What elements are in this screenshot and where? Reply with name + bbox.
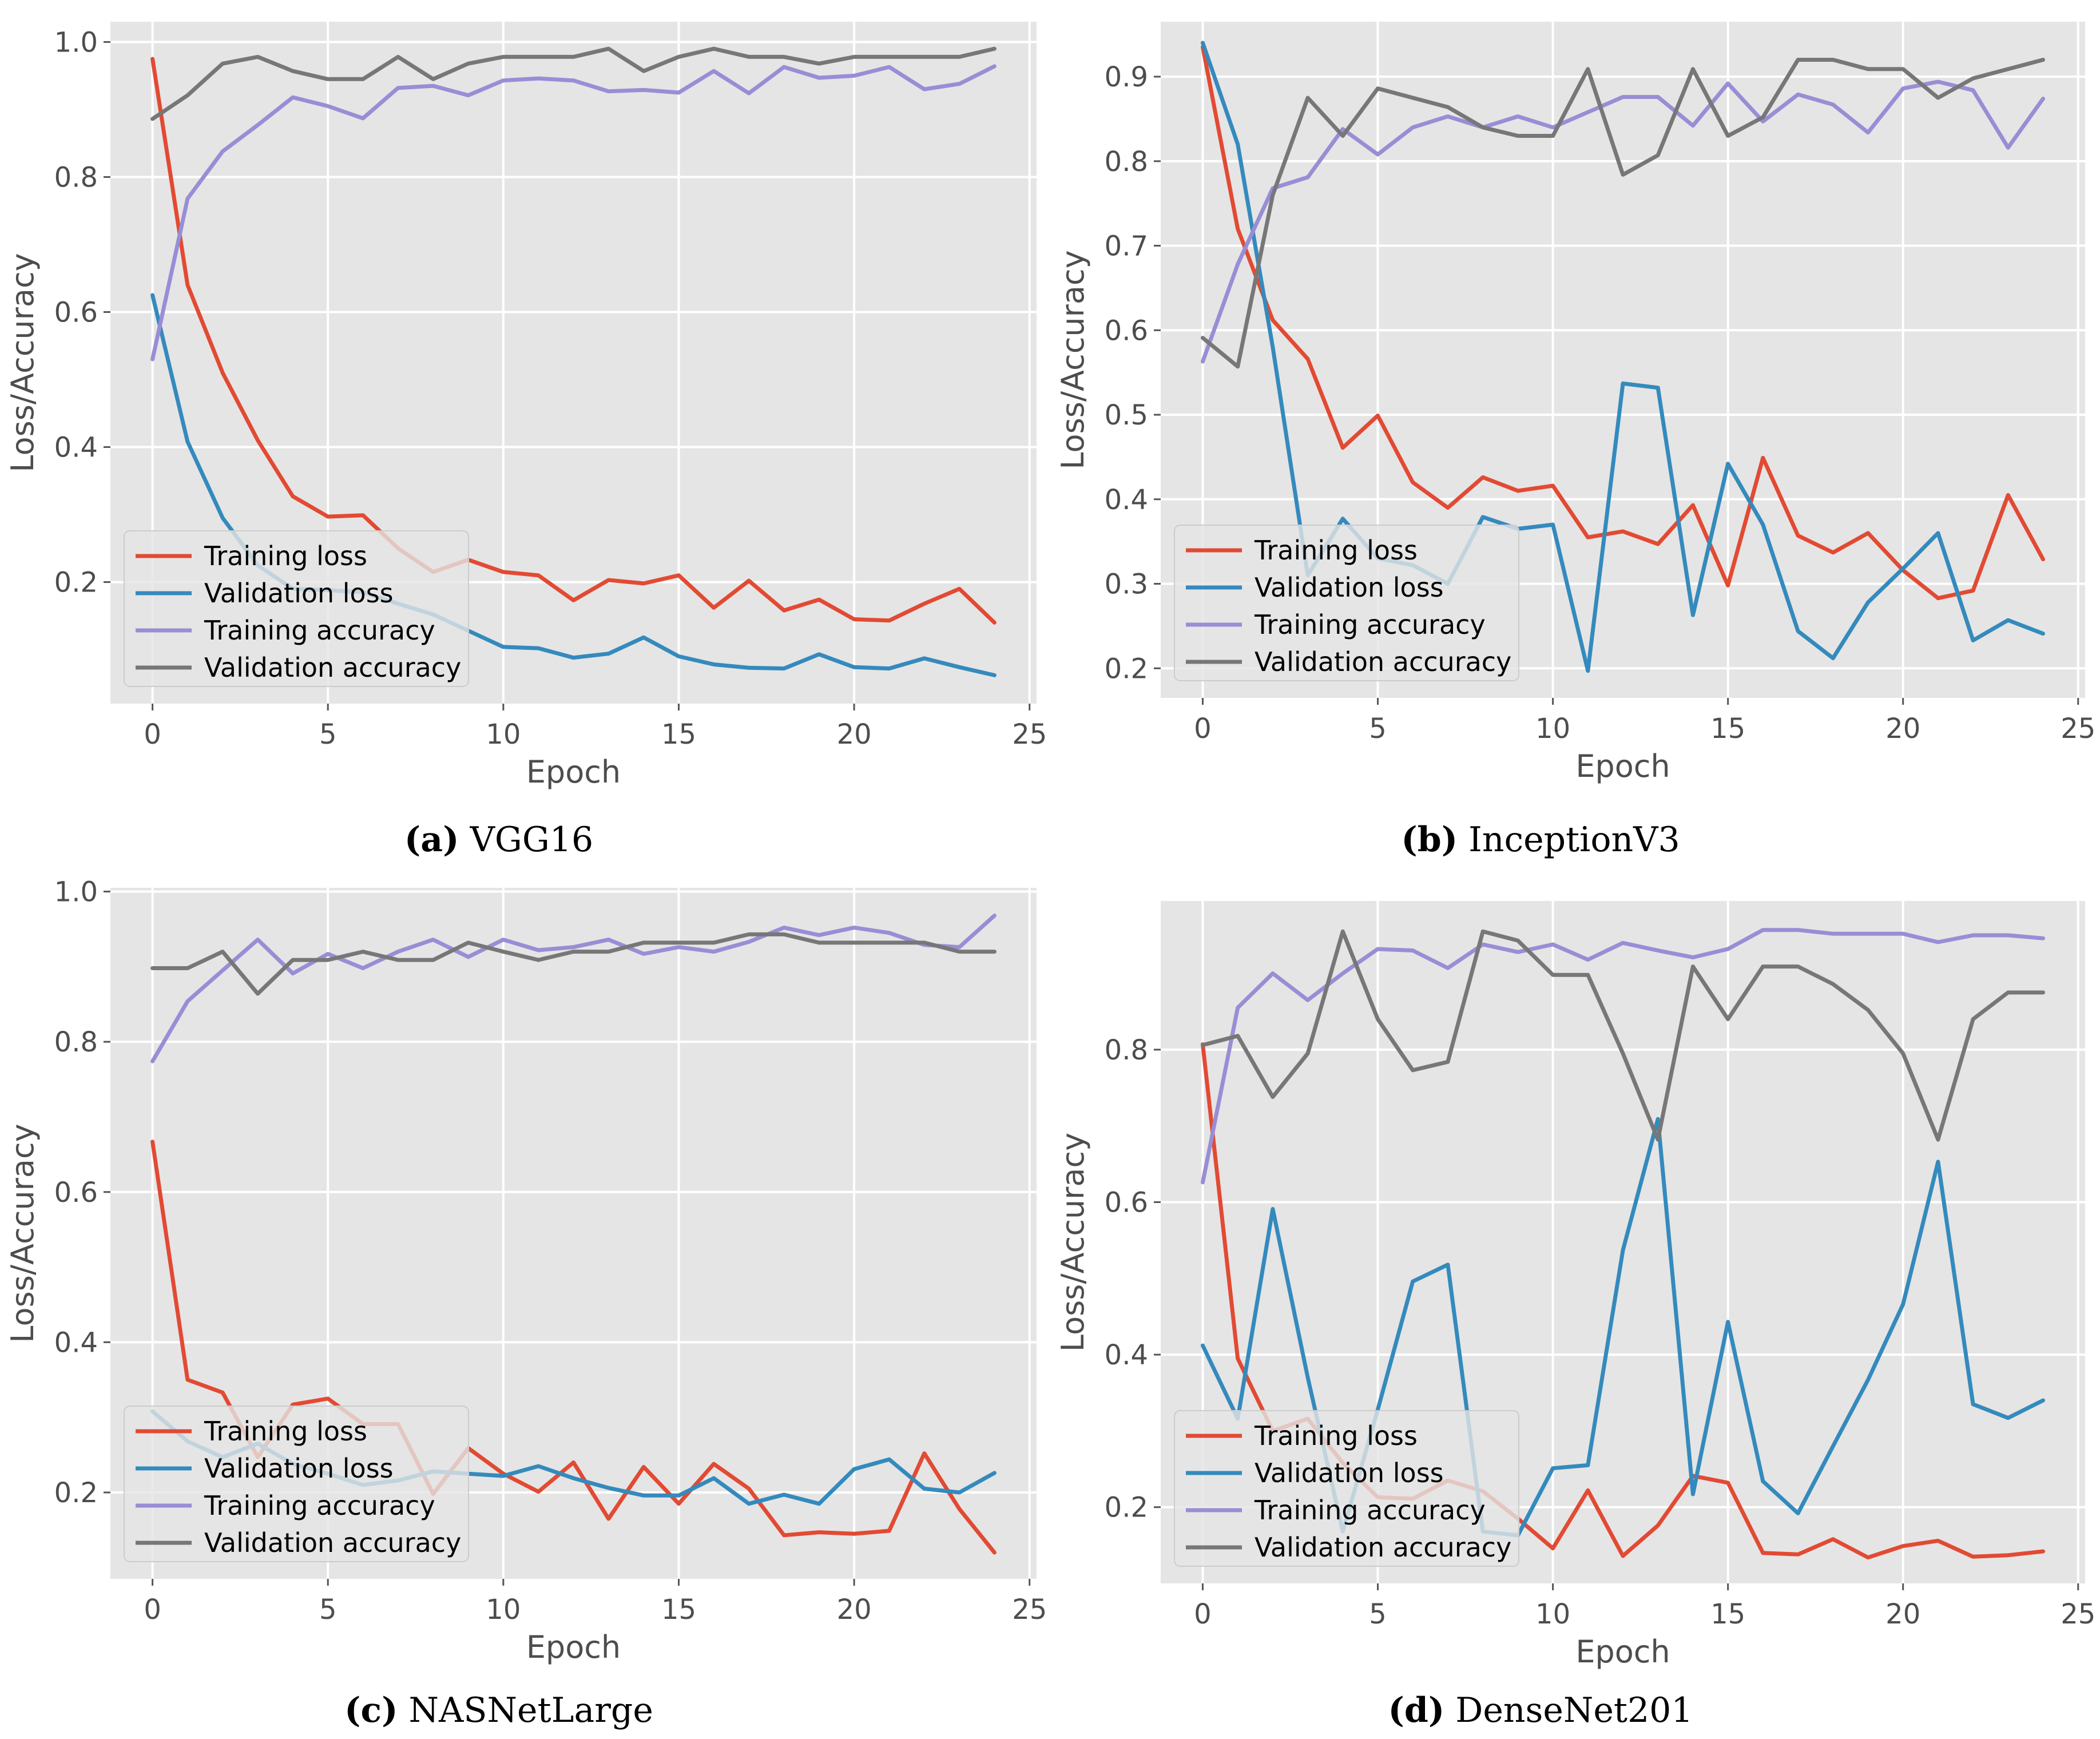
caption-letter: (d) <box>1388 1690 1444 1730</box>
y-tick-label: 0.7 <box>1105 231 1148 263</box>
panel-caption: (b) InceptionV3 <box>1401 820 1680 860</box>
y-tick-label: 0.2 <box>54 567 98 599</box>
x-tick-label: 0 <box>144 1594 161 1626</box>
legend-label: Training loss <box>1254 535 1418 566</box>
x-tick-label: 0 <box>144 718 161 751</box>
legend-label: Validation accuracy <box>204 652 461 683</box>
x-tick-label: 10 <box>1535 1598 1570 1630</box>
legend-label: Training loss <box>204 1416 367 1447</box>
x-tick-label: 0 <box>1194 713 1212 745</box>
x-tick-label: 10 <box>486 1594 521 1626</box>
legend-label: Training loss <box>204 541 367 571</box>
y-tick-label: 0.4 <box>1105 1339 1148 1371</box>
figure: 0 5 10 15 20 25 0.2 0.4 0.6 0.8 1.0 Epoch Loss/Accur… <box>0 0 2100 1739</box>
x-tick-label: 20 <box>837 718 872 751</box>
caption-model-name: InceptionV3 <box>1458 820 1680 860</box>
y-tick-label: 0.6 <box>1105 1187 1148 1219</box>
legend: Training loss Validation loss Training acc… <box>124 1406 469 1562</box>
y-tick-label: 0.2 <box>1105 653 1148 685</box>
legend-label: Validation loss <box>1255 1458 1444 1488</box>
x-tick-label: 25 <box>2061 713 2095 745</box>
x-tick-label: 15 <box>1710 1598 1745 1630</box>
legend-label: Training accuracy <box>1254 1495 1486 1526</box>
caption-model-name: VGG16 <box>459 820 594 860</box>
y-tick-label: 0.8 <box>1105 146 1148 178</box>
legend: Training loss Validation loss Training acc… <box>1174 525 1519 681</box>
x-tick-label: 5 <box>1369 713 1387 745</box>
legend-label: Validation accuracy <box>204 1527 461 1558</box>
y-tick-label: 0.6 <box>1105 315 1148 347</box>
y-tick-label: 0.8 <box>54 161 98 193</box>
x-tick-label: 5 <box>1369 1598 1387 1630</box>
y-tick-label: 0.6 <box>54 296 98 328</box>
y-tick-label: 1.0 <box>54 26 98 58</box>
x-tick-label: 25 <box>1012 718 1047 751</box>
legend-label: Validation accuracy <box>1255 1532 1511 1563</box>
y-tick-label: 1.0 <box>54 876 98 908</box>
x-tick-label: 15 <box>661 718 696 751</box>
y-tick-label: 0.4 <box>54 432 98 464</box>
y-axis-label: Loss/Accuracy <box>5 1123 41 1343</box>
panel-caption: (c) NASNetLarge <box>344 1690 653 1730</box>
legend-label: Validation accuracy <box>1255 646 1511 677</box>
legend-label: Training accuracy <box>1254 609 1486 640</box>
x-axis-label: Epoch <box>1575 1634 1670 1670</box>
y-tick-label: 0.8 <box>1105 1034 1148 1066</box>
caption-letter: (b) <box>1401 820 1458 860</box>
legend: Training loss Validation loss Training acc… <box>1174 1411 1519 1566</box>
x-tick-label: 5 <box>319 718 337 751</box>
legend-label: Training accuracy <box>204 1490 435 1521</box>
y-tick-label: 0.3 <box>1105 569 1148 601</box>
legend-label: Training loss <box>1254 1420 1418 1451</box>
x-tick-label: 0 <box>1194 1598 1212 1630</box>
x-axis-label: Epoch <box>526 1629 621 1665</box>
x-tick-label: 20 <box>837 1594 872 1626</box>
x-tick-label: 10 <box>1535 713 1570 745</box>
y-axis-label: Loss/Accuracy <box>5 253 41 472</box>
y-tick-label: 0.5 <box>1105 399 1148 431</box>
x-tick-label: 20 <box>1885 1598 1920 1630</box>
x-tick-label: 15 <box>1710 713 1745 745</box>
y-tick-label: 0.2 <box>1105 1492 1148 1524</box>
x-axis-label: Epoch <box>1575 748 1670 784</box>
legend-label: Validation loss <box>1255 572 1444 603</box>
y-tick-label: 0.2 <box>54 1477 98 1509</box>
x-tick-label: 20 <box>1885 713 1920 745</box>
x-tick-label: 25 <box>2061 1598 2095 1630</box>
legend-label: Validation loss <box>204 1453 394 1484</box>
x-tick-label: 10 <box>486 718 521 751</box>
legend: Training loss Validation loss Training acc… <box>124 531 469 686</box>
caption-model-name: DenseNet201 <box>1444 1690 1693 1730</box>
y-axis-label: Loss/Accuracy <box>1055 250 1091 469</box>
x-tick-label: 25 <box>1012 1594 1047 1626</box>
y-tick-label: 0.6 <box>54 1177 98 1209</box>
caption-letter: (a) <box>404 820 459 860</box>
x-tick-label: 15 <box>661 1594 696 1626</box>
panel-caption: (d) DenseNet201 <box>1388 1690 1693 1730</box>
y-tick-label: 0.4 <box>54 1327 98 1359</box>
panel-caption: (a) VGG16 <box>404 820 593 860</box>
x-tick-label: 5 <box>319 1594 337 1626</box>
legend-label: Validation loss <box>204 578 394 609</box>
x-axis-label: Epoch <box>526 754 621 790</box>
y-tick-label: 0.4 <box>1105 484 1148 516</box>
legend-label: Training accuracy <box>204 615 435 646</box>
y-axis-label: Loss/Accuracy <box>1055 1133 1091 1352</box>
caption-letter: (c) <box>344 1690 398 1730</box>
caption-model-name: NASNetLarge <box>398 1690 653 1730</box>
y-tick-label: 0.9 <box>1105 61 1148 93</box>
y-tick-label: 0.8 <box>54 1026 98 1058</box>
